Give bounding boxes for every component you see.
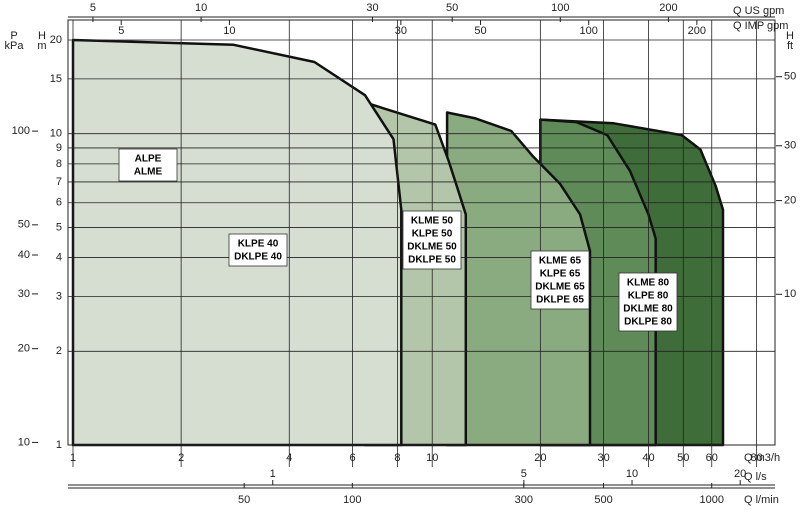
y-tick-label: 8	[56, 158, 62, 170]
axis-label: H	[38, 30, 46, 42]
regions	[71, 38, 725, 447]
region-label: KLPE 65	[540, 269, 581, 280]
x-tick-label: 1	[70, 452, 76, 464]
axis-label: Q US gpm	[733, 5, 784, 17]
axis-tick-label: 5	[521, 468, 527, 480]
x-tick-label: 60	[706, 452, 718, 464]
axis-tick-label: 30	[784, 140, 796, 152]
region-label: DKLPE 40	[234, 252, 282, 263]
region-label: KLPE 50	[412, 229, 453, 240]
axis-tick-label: 30	[366, 2, 378, 14]
region-label: DKLME 80	[623, 304, 673, 315]
region-label: DKLPE 50	[408, 255, 456, 266]
axis-tick-label: 10	[626, 468, 638, 480]
axis-tick-label: 100	[551, 2, 569, 14]
x-tick-label: 20	[534, 452, 546, 464]
axis-tick-label: 100	[12, 125, 30, 137]
axis-tick-label: 100	[343, 494, 361, 506]
axis-tick-label: 500	[594, 494, 612, 506]
axis-tick-label: 20	[18, 343, 30, 355]
x-tick-label: 4	[286, 452, 292, 464]
axis-tick-label: 1000	[699, 494, 723, 506]
axis-tick-label: 5	[90, 2, 96, 14]
axis-tick-label: 20	[734, 468, 746, 480]
y-tick-label: 15	[50, 73, 62, 85]
x-tick-label: 10	[426, 452, 438, 464]
axis-tick-label: 10	[223, 25, 235, 37]
y-tick-label: 5	[56, 221, 62, 233]
y-tick-label: 7	[56, 176, 62, 188]
axis-tick-label: 20	[784, 194, 796, 206]
label-box	[118, 148, 178, 182]
axis-label: Q IMP gpm	[733, 20, 788, 32]
axis-tick-label: 200	[688, 25, 706, 37]
y-tick-label: 1	[56, 439, 62, 451]
axis-tick-label: 10	[195, 2, 207, 14]
axis-tick-label: 50	[238, 494, 250, 506]
y-tick-label: 2	[56, 345, 62, 357]
x-tick-label: 8	[394, 452, 400, 464]
axis-label: Q l/min	[744, 494, 779, 506]
region-label: ALPE	[135, 154, 162, 165]
region-label: KLPE 40	[238, 239, 279, 250]
region-label: KLME 50	[411, 216, 454, 227]
axis-tick-label: 300	[515, 494, 533, 506]
region-label: DKLPE 65	[536, 295, 584, 306]
axis-label: H	[786, 30, 794, 42]
region-label: KLME 80	[627, 278, 670, 289]
pump-region	[445, 111, 592, 447]
region-label: DKLPE 80	[624, 317, 672, 328]
axis-tick-label: 200	[659, 2, 677, 14]
axis-tick-label: 30	[18, 288, 30, 300]
label-box	[618, 272, 678, 332]
axis-tick-label: 40	[18, 249, 30, 261]
y-tick-label: 10	[50, 128, 62, 140]
axis-tick-label: 10	[18, 436, 30, 448]
region-label: DKLME 65	[535, 282, 585, 293]
axis-tick-label: 50	[474, 25, 486, 37]
axis-tick-label: 50	[784, 71, 796, 83]
axis-tick-label: 5	[118, 25, 124, 37]
axis-label: Q l/s	[744, 471, 767, 483]
x-tick-label: 30	[597, 452, 609, 464]
y-tick-label: 6	[56, 197, 62, 209]
label-box	[402, 210, 462, 270]
axis-tick-label: 30	[395, 25, 407, 37]
axis-tick-label: 50	[446, 2, 458, 14]
x-tick-label: 80	[751, 452, 763, 464]
y-tick-label: 4	[56, 251, 62, 263]
x-tick-label: 2	[178, 452, 184, 464]
x-axis-label: Q m3/h	[744, 452, 780, 464]
axis-tick-label: 10	[784, 288, 796, 300]
axis-label: m	[37, 40, 46, 52]
axis-label: ft	[787, 40, 793, 52]
axis-tick-label: 1	[270, 468, 276, 480]
axis-tick-label: 50	[18, 219, 30, 231]
region-label: DKLME 50	[407, 242, 457, 253]
axis-label: P	[10, 30, 17, 42]
x-tick-label: 50	[677, 452, 689, 464]
x-tick-label: 40	[642, 452, 654, 464]
region-label: KLPE 80	[628, 291, 669, 302]
axis-tick-label: 100	[580, 25, 598, 37]
y-tick-label: 3	[56, 290, 62, 302]
y-tick-label: 20	[50, 34, 62, 46]
region-label: KLME 65	[539, 256, 582, 267]
x-tick-label: 6	[349, 452, 355, 464]
y-tick-label: 9	[56, 142, 62, 154]
label-box	[228, 233, 288, 267]
label-box	[530, 250, 590, 310]
axis-label: kPa	[5, 40, 25, 52]
region-label: ALME	[134, 167, 163, 178]
